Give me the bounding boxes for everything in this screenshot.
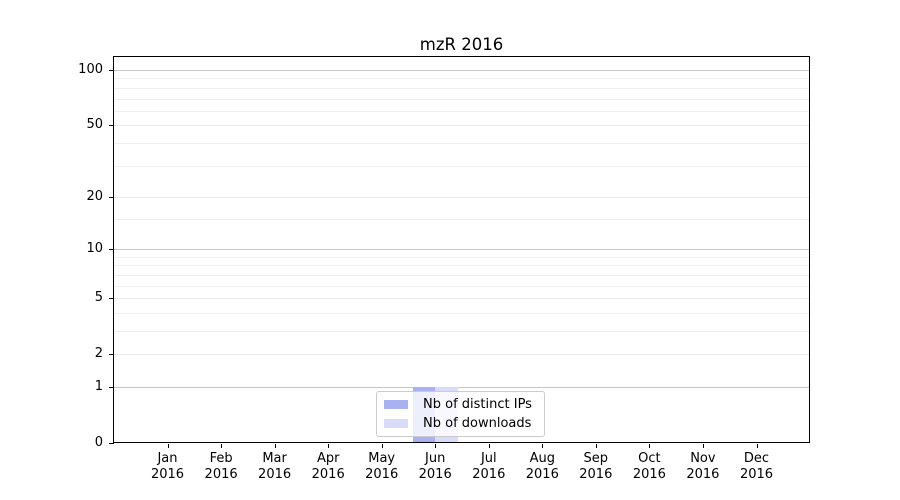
x-tick-year: 2016	[258, 466, 292, 482]
gridline-minor	[114, 78, 809, 80]
x-tick-label: Jul 2016	[455, 451, 523, 482]
x-tick-month: Sep	[583, 451, 609, 466]
gridline-major	[114, 70, 809, 71]
x-tick-label: May 2016	[348, 451, 416, 482]
gridline-minor	[114, 218, 809, 220]
y-tick-label: 1	[94, 379, 103, 394]
gridline-minor	[114, 110, 809, 112]
x-tick-mark	[595, 444, 597, 448]
x-tick-label: Mar 2016	[241, 451, 309, 482]
y-tick-label: 5	[94, 290, 103, 306]
x-tick-mark	[435, 444, 437, 448]
x-tick-year: 2016	[579, 466, 613, 482]
x-tick-mark	[167, 444, 169, 448]
gridline-minor	[114, 256, 809, 258]
x-tick-month: Aug	[529, 451, 555, 466]
x-tick-month: Mar	[262, 451, 287, 466]
legend-item: Nb of distinct IPs	[384, 397, 537, 412]
x-tick-year: 2016	[150, 466, 185, 482]
legend-label: Nb of distinct IPs	[423, 397, 532, 413]
y-tick-label: 100	[78, 62, 103, 77]
y-tick-label: 50	[86, 117, 103, 133]
y-tick-mark	[109, 249, 114, 250]
x-tick-year: 2016	[311, 466, 345, 482]
x-tick-month: Jul	[480, 451, 497, 466]
gridline-tick	[114, 354, 809, 356]
x-tick-label: Nov 2016	[669, 451, 737, 482]
gridline-minor	[114, 285, 809, 287]
y-tick-mark	[109, 197, 114, 198]
x-tick-label: Jan 2016	[134, 451, 202, 482]
y-tick-label: 20	[86, 188, 103, 204]
x-tick-mark	[274, 444, 276, 448]
x-tick-month: Dec	[743, 451, 770, 466]
x-tick-month: Feb	[209, 451, 233, 466]
gridline-major	[114, 249, 809, 251]
x-tick-mark	[756, 444, 758, 448]
y-tick-mark	[109, 298, 114, 299]
gridline-minor	[114, 265, 809, 267]
x-tick-label: Jun 2016	[401, 451, 469, 482]
x-tick-mark	[488, 444, 490, 448]
y-tick-mark	[109, 70, 114, 71]
x-tick-mark	[702, 444, 704, 448]
x-tick-month: May	[368, 451, 396, 466]
x-tick-month: Jan	[157, 451, 178, 466]
y-tick-label: 2	[94, 346, 103, 362]
chart-title: mzR 2016	[419, 35, 504, 54]
x-tick-month: Apr	[316, 451, 340, 466]
gridline-minor	[114, 87, 809, 89]
y-tick-mark	[109, 387, 114, 388]
x-tick-label: Oct 2016	[615, 451, 683, 482]
gridline-minor	[114, 331, 809, 332]
x-tick-mark	[328, 444, 330, 448]
x-tick-month: Jun	[425, 451, 446, 466]
gridline-major	[114, 387, 809, 388]
x-tick-mark	[649, 444, 651, 448]
gridline-tick	[114, 196, 809, 198]
y-tick-mark	[109, 443, 114, 444]
x-tick-month: Nov	[690, 451, 716, 466]
x-tick-label: Feb 2016	[187, 451, 255, 482]
legend-swatch-icon	[384, 418, 408, 428]
gridline-minor	[114, 142, 809, 144]
gridline-minor	[114, 98, 809, 100]
x-tick-label: Apr 2016	[294, 451, 362, 482]
gridline-minor	[114, 274, 809, 276]
gridline-minor	[114, 165, 809, 167]
x-tick-year: 2016	[472, 466, 506, 482]
x-tick-label: Sep 2016	[562, 451, 630, 482]
x-tick-year: 2016	[632, 466, 666, 482]
y-tick-label: 0	[94, 435, 103, 450]
gridline-tick	[114, 125, 809, 127]
legend-swatch-icon	[384, 400, 408, 410]
legend-item: Nb of downloads	[384, 416, 537, 431]
x-tick-year: 2016	[686, 466, 720, 482]
x-tick-year: 2016	[418, 466, 452, 482]
x-tick-label: Dec 2016	[723, 451, 791, 482]
y-tick-label: 10	[86, 241, 103, 257]
legend: Nb of distinct IPs Nb of downloads	[376, 391, 545, 437]
gridline-tick	[114, 298, 809, 300]
x-tick-label: Aug 2016	[508, 451, 576, 482]
x-tick-mark	[381, 444, 383, 448]
y-tick-mark	[109, 354, 114, 355]
y-tick-mark	[109, 125, 114, 126]
x-tick-mark	[542, 444, 544, 448]
x-tick-mark	[221, 444, 223, 448]
x-tick-year: 2016	[525, 466, 559, 482]
x-tick-month: Oct	[638, 451, 661, 466]
x-tick-year: 2016	[739, 466, 774, 482]
x-tick-year: 2016	[204, 466, 238, 482]
gridline-minor	[114, 312, 809, 314]
legend-label: Nb of downloads	[423, 415, 532, 431]
x-tick-year: 2016	[365, 466, 399, 482]
